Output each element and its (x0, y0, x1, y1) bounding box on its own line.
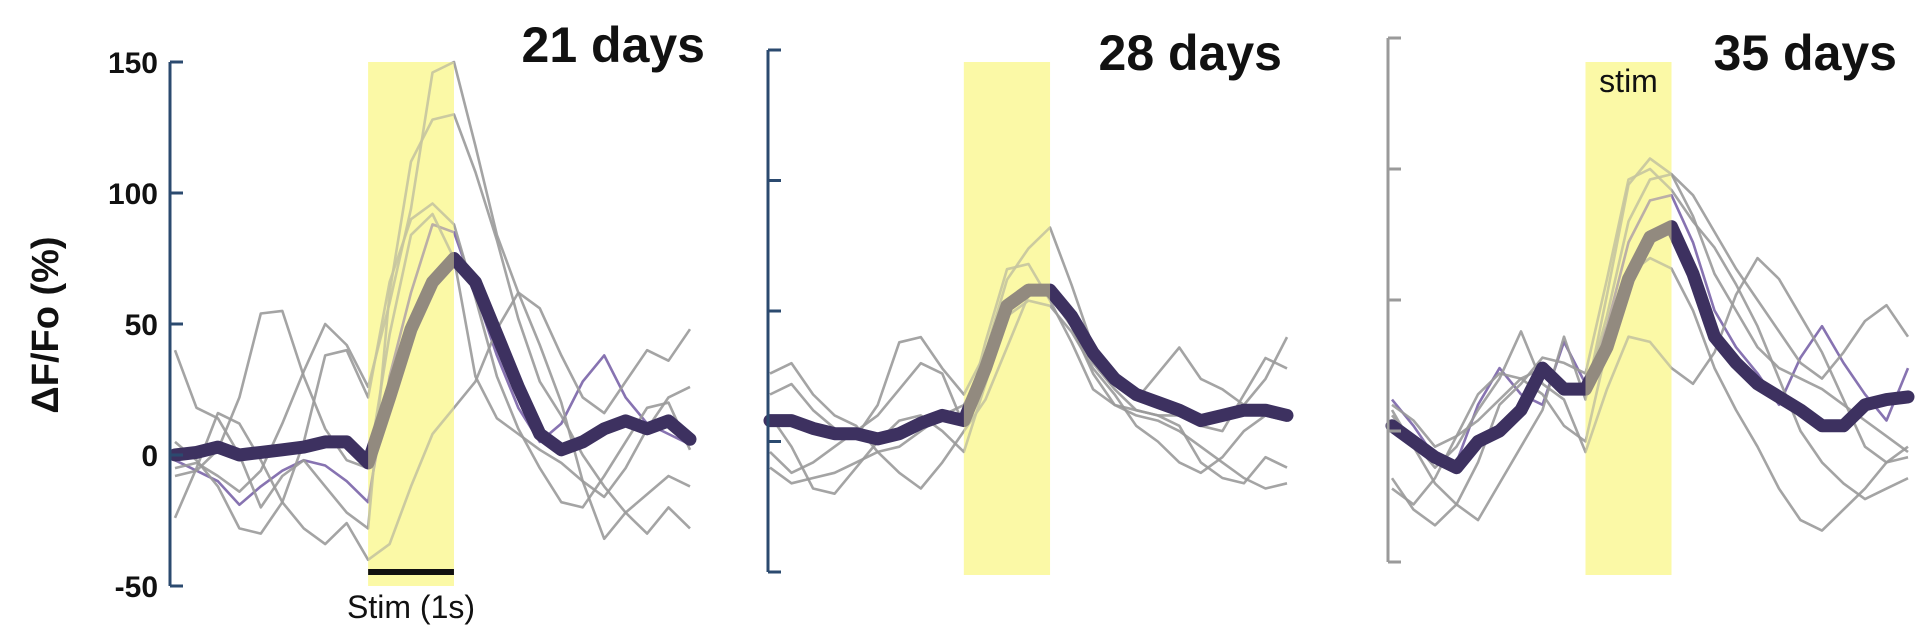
y-tick-label: 100 (108, 178, 158, 211)
panel-35-days: stim 35 days (1385, 25, 1915, 575)
trial-trace (768, 299, 1288, 496)
panel-title: 35 days (1714, 25, 1897, 81)
mean-trace (168, 252, 697, 470)
stim-window-label: stim (1599, 63, 1658, 99)
panel-title: 28 days (1099, 25, 1282, 81)
y-tick-label: 0 (141, 440, 158, 473)
trial-trace (1390, 167, 1909, 527)
trial-trace (173, 291, 692, 562)
stim-window-band (1585, 62, 1672, 575)
stim-window-overlay (963, 62, 1051, 575)
y-axis-label: ΔF/Fo (%) (25, 236, 67, 413)
trial-trace (1390, 193, 1910, 464)
trial-trace (1390, 256, 1909, 470)
stim-duration-label: Stim (1s) (347, 589, 475, 625)
trial-trace (174, 223, 691, 507)
trial-trace (174, 212, 691, 499)
panel-title: 21 days (522, 17, 705, 73)
trial-trace (173, 113, 691, 535)
trial-trace (1390, 157, 1909, 522)
panel-28-days: 28 days (763, 25, 1294, 575)
trial-trace (1391, 172, 1910, 449)
panel-21-days: 150 100 50 0 -50 Stim (1s) 21 days (108, 17, 705, 625)
mean-trace (763, 283, 1294, 446)
trial-trace (1391, 256, 1909, 532)
y-tick-label: 150 (108, 47, 158, 80)
y-tick-label: 50 (125, 309, 158, 342)
trial-trace (174, 60, 691, 541)
mean-trace (1385, 220, 1915, 475)
trial-trace (174, 202, 692, 535)
stim-window-overlay (368, 62, 454, 586)
stim-window-overlay (1585, 62, 1672, 575)
y-tick-label: -50 (115, 571, 158, 604)
